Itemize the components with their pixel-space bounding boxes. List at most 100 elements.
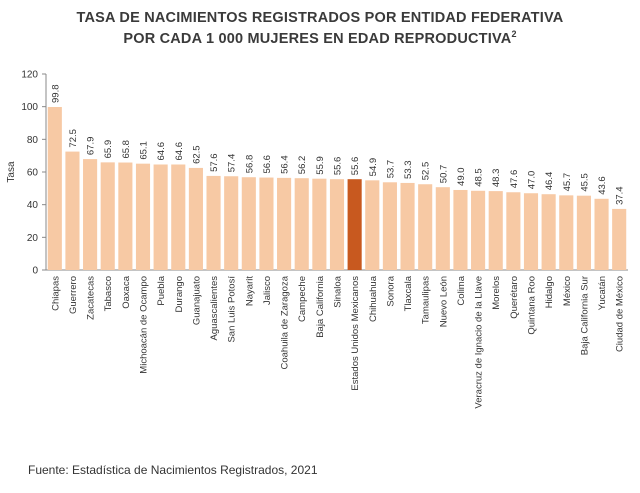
value-label: 47.0 (527, 171, 538, 190)
bar (135, 163, 151, 270)
category-label: Aguascalientes (209, 276, 220, 341)
category-label: Campeche (297, 276, 308, 322)
category-label: Veracruz de Ignacio de la Llave (474, 276, 485, 409)
category-label: Coahuila de Zaragoza (280, 275, 291, 369)
category-label: Oaxaca (121, 275, 132, 308)
bar (312, 178, 327, 270)
value-label: 64.6 (156, 142, 167, 161)
value-label: 99.8 (50, 84, 61, 103)
value-label: 48.5 (474, 168, 485, 187)
source-note: Fuente: Estadística de Nacimientos Regis… (28, 463, 318, 477)
bar (559, 195, 574, 270)
category-label: Guerrero (68, 276, 79, 314)
value-label: 56.4 (280, 155, 291, 174)
value-label: 62.5 (191, 145, 202, 164)
bar (400, 182, 415, 270)
category-label: Tabasco (103, 276, 114, 311)
bar (294, 178, 309, 270)
bar (594, 198, 609, 270)
value-label: 43.6 (597, 176, 608, 195)
category-label: Baja California (315, 275, 326, 337)
value-label: 49.0 (456, 167, 467, 186)
bar (118, 162, 133, 270)
category-label: Baja California Sur (579, 276, 590, 355)
value-label: 46.4 (544, 172, 555, 191)
y-tick-label: 60 (27, 168, 39, 179)
value-label: 53.3 (403, 160, 414, 179)
y-tick-label: 0 (32, 266, 38, 277)
bar (418, 184, 433, 270)
bar (153, 164, 168, 270)
value-label: 45.7 (562, 173, 573, 192)
bar (576, 195, 591, 270)
value-label: 67.9 (86, 137, 97, 156)
bar (488, 191, 503, 270)
value-label: 52.5 (421, 162, 432, 181)
value-label: 57.4 (227, 154, 238, 173)
chart-title-line-2: POR CADA 1 000 MUJERES EN EDAD REPRODUCT… (0, 29, 640, 47)
bar (224, 176, 239, 270)
bar (259, 177, 274, 270)
value-label: 48.3 (491, 169, 502, 188)
value-label: 45.5 (579, 173, 590, 192)
value-label: 65.8 (121, 140, 132, 159)
category-label: Ciudad de México (615, 276, 626, 352)
category-label: Zacatecas (86, 276, 97, 320)
category-label: Michoacán de Ocampo (139, 276, 150, 374)
bar (206, 175, 221, 270)
category-label: San Luis Potosí (227, 276, 238, 343)
y-tick-label: 80 (27, 135, 39, 146)
bar (277, 177, 292, 270)
y-tick-label: 40 (27, 200, 39, 211)
value-label: 72.5 (68, 129, 79, 148)
bar (541, 194, 556, 270)
bar (188, 167, 203, 270)
value-label: 65.1 (139, 141, 150, 160)
bar (65, 151, 80, 270)
category-label: Querétaro (509, 276, 520, 319)
value-label: 64.6 (174, 142, 185, 161)
value-label: 54.9 (368, 158, 379, 177)
chart-title-line-1: TASA DE NACIMIENTOS REGISTRADOS POR ENTI… (76, 10, 564, 26)
category-label: Tlaxcala (403, 275, 414, 311)
value-label: 47.6 (509, 170, 520, 189)
category-label: Yucatán (597, 276, 608, 310)
y-axis-title: Tasa (6, 161, 17, 183)
bar (453, 189, 468, 270)
value-label: 55.6 (350, 157, 361, 176)
category-label: Colima (456, 275, 467, 305)
bar (365, 180, 380, 270)
category-label: Durango (174, 276, 185, 312)
value-label: 56.6 (262, 155, 273, 174)
category-label: Puebla (156, 275, 167, 305)
category-label: Nuevo León (438, 276, 449, 327)
category-label: Chihuahua (368, 275, 379, 322)
y-tick-label: 20 (27, 233, 39, 244)
value-label: 50.7 (438, 165, 449, 184)
bar (171, 164, 186, 270)
bar (47, 106, 62, 270)
bar (523, 193, 539, 270)
bar (100, 162, 115, 270)
category-label: Sinaloa (333, 275, 344, 307)
category-label: México (562, 276, 573, 306)
bar (382, 182, 397, 270)
value-label: 37.4 (615, 186, 626, 205)
category-label: Quintana Roo (527, 276, 538, 335)
y-tick-label: 120 (21, 70, 38, 81)
bar (506, 192, 521, 270)
category-label: Tamaulipas (421, 276, 432, 324)
chart-title-line-2-text: POR CADA 1 000 MUJERES EN EDAD REPRODUCT… (123, 30, 512, 47)
y-tick-label: 100 (21, 102, 38, 113)
category-label: Estados Unidos Mexicanos (350, 276, 361, 391)
category-label: Nayarit (244, 276, 255, 306)
bar (435, 187, 450, 270)
value-label: 56.8 (244, 155, 255, 174)
bar (329, 179, 345, 270)
footnote-marker: 2 (511, 29, 517, 39)
value-label: 65.9 (103, 140, 114, 158)
bar (347, 179, 362, 270)
value-label: 55.9 (315, 156, 326, 175)
bar (83, 159, 98, 270)
